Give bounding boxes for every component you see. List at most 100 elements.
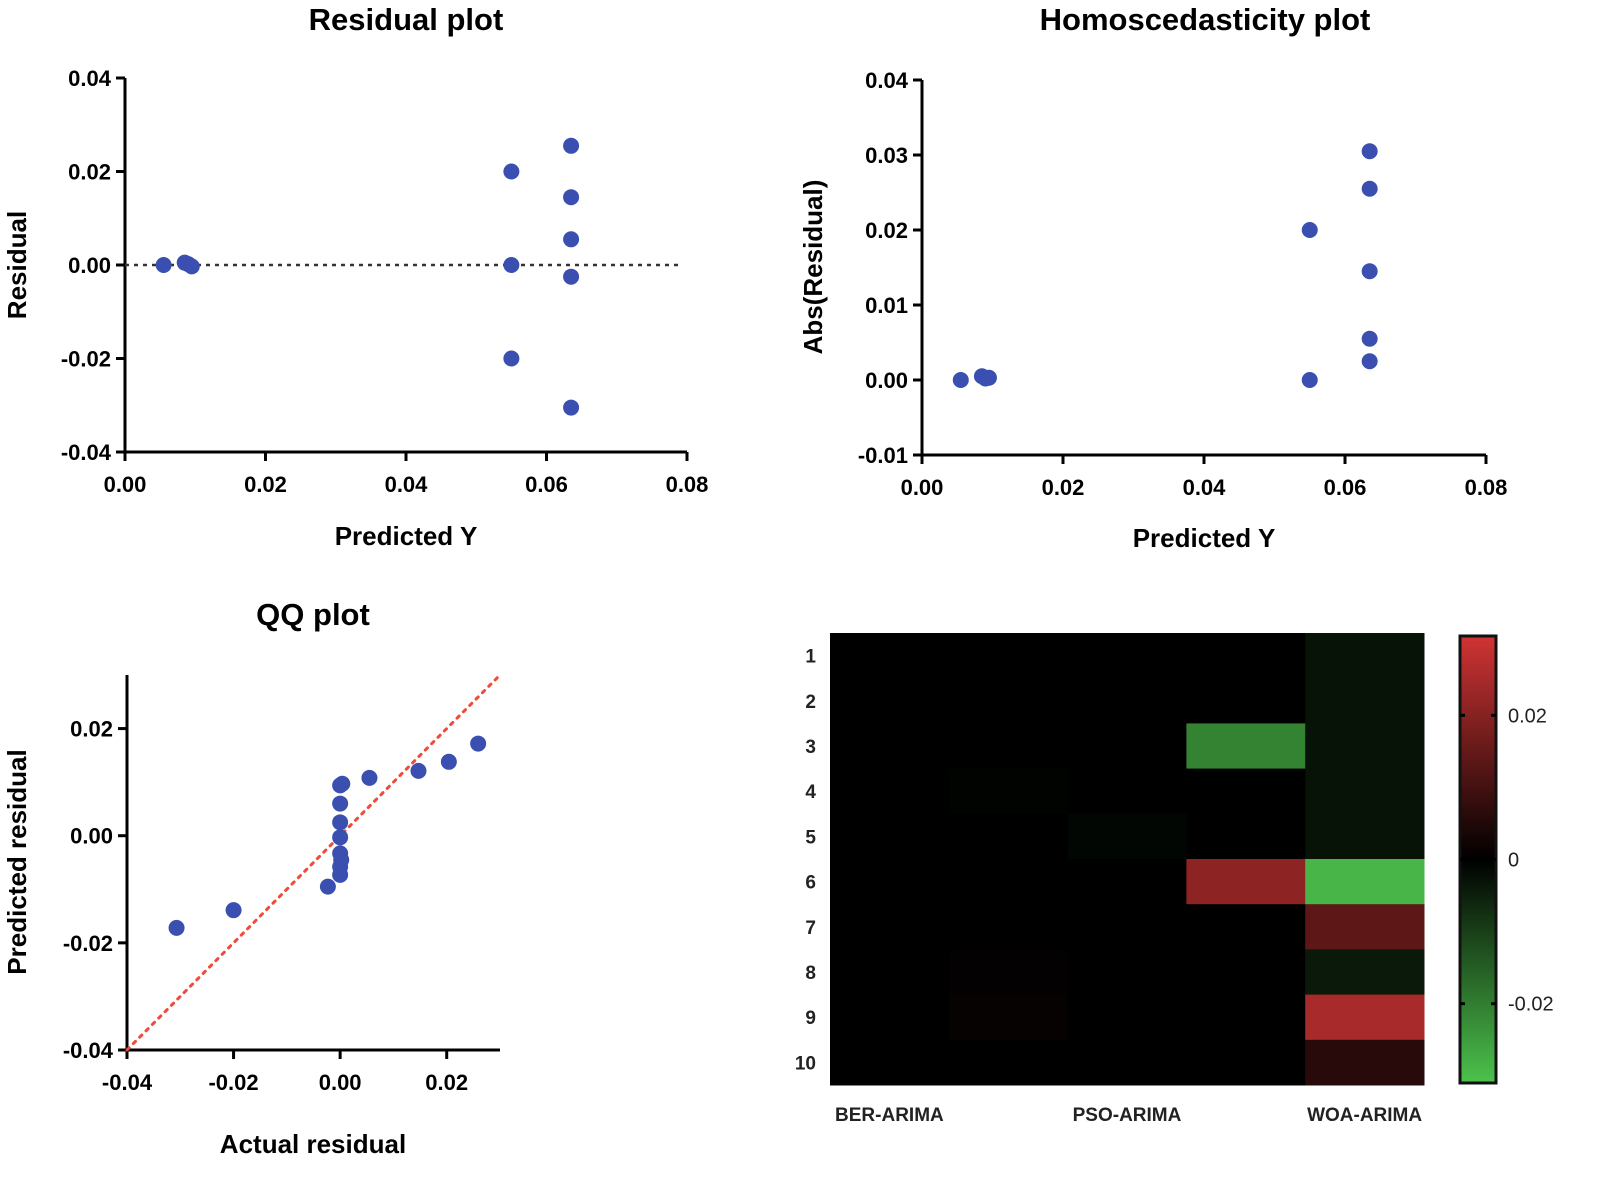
data-point: [332, 814, 349, 831]
residual-plot-ylabel: Residual: [2, 211, 32, 319]
heatmap-cell: [830, 994, 950, 1041]
heatmap-cell: [1186, 768, 1306, 815]
data-point: [168, 919, 185, 936]
y-tick-label: -0.04: [61, 440, 112, 465]
x-tick-label: 0.08: [1465, 475, 1508, 500]
heatmap-cell: [830, 859, 950, 905]
heatmap-column-label: BER-ARIMA: [835, 1105, 944, 1126]
heatmap-cell: [948, 768, 1069, 815]
data-point: [503, 163, 520, 180]
data-point: [1361, 143, 1378, 160]
heatmap-row-label: 9: [805, 1008, 816, 1029]
heatmap-cell: [1067, 904, 1187, 950]
data-point: [332, 845, 349, 862]
data-point: [1301, 222, 1318, 238]
data-point: [361, 769, 378, 786]
x-tick-label: 0.02: [425, 1070, 468, 1095]
data-point: [440, 753, 457, 770]
x-tick-label: 0.06: [1324, 475, 1367, 500]
data-point: [225, 902, 242, 919]
heatmap-cell: [830, 633, 950, 679]
heatmap: 1 2 3 4 5 6 7 8 9 10 BER-ARIMA PSO-ARIMA WOA-ARIMA 0.…: [795, 633, 1554, 1126]
heatmap-cell: [1305, 1039, 1425, 1086]
y-tick-label: 0.00: [865, 368, 908, 393]
data-point: [563, 399, 580, 416]
heatmap-row-label: 4: [805, 782, 816, 803]
data-point: [980, 369, 997, 386]
heatmap-cell: [1305, 723, 1425, 770]
x-tick-label: 0.08: [666, 472, 709, 497]
heatmap-row-label: 6: [805, 873, 816, 894]
heatmap-cell: [1067, 994, 1187, 1041]
y-tick-label: 0.00: [68, 253, 111, 278]
heatmap-row-label: 3: [805, 737, 816, 758]
x-tick-label: 0.02: [1042, 475, 1085, 500]
heatmap-cell: [1186, 904, 1306, 950]
qq-plot-ylabel: Predicted residual: [2, 749, 32, 974]
heatmap-cell: [948, 904, 1069, 950]
heatmap-cell: [1067, 859, 1187, 905]
qq-plot-xlabel: Actual residual: [220, 1129, 406, 1159]
data-point: [155, 257, 172, 273]
heatmap-cell: [1305, 904, 1425, 950]
heatmap-row-label: 5: [805, 827, 816, 848]
heatmap-column-label: PSO-ARIMA: [1073, 1105, 1182, 1126]
y-tick-label: 0.02: [865, 218, 908, 243]
data-point: [563, 189, 580, 206]
y-tick-label: 0.04: [68, 66, 112, 91]
heatmap-cell: [948, 678, 1069, 724]
colorbar: [1458, 634, 1498, 1085]
data-point: [952, 372, 969, 388]
heatmap-cell: [830, 904, 950, 950]
heatmap-cell: [948, 813, 1069, 860]
heatmap-cell: [830, 949, 950, 996]
heatmap-cell: [1067, 1039, 1187, 1086]
heatmap-cell: [830, 813, 950, 860]
x-tick-label: 0.04: [385, 472, 429, 497]
data-point: [332, 795, 349, 812]
data-point: [470, 735, 487, 752]
heatmap-cell: [948, 723, 1069, 770]
data-point: [563, 268, 580, 285]
data-point: [1361, 353, 1378, 370]
y-tick-label: -0.02: [61, 347, 111, 372]
homoscedasticity-plot-ylabel: Abs(Residual): [798, 180, 828, 355]
heatmap-cell: [1067, 723, 1187, 770]
heatmap-row-label: 8: [805, 963, 816, 984]
data-point: [563, 231, 580, 248]
heatmap-cell: [948, 1039, 1069, 1086]
heatmap-cell: [1186, 813, 1306, 860]
x-tick-label: -0.04: [102, 1070, 153, 1095]
y-tick-label: 0.02: [70, 717, 113, 742]
data-point: [563, 137, 580, 154]
homoscedasticity-plot: Homoscedasticity plot Predicted Y Abs(Re…: [798, 2, 1507, 553]
qq-plot-title: QQ plot: [256, 597, 370, 632]
data-point: [1361, 330, 1378, 347]
data-point: [1361, 263, 1378, 280]
x-tick-label: 0.00: [104, 472, 147, 497]
heatmap-cell: [1305, 768, 1425, 815]
colorbar-tick-label: 0: [1508, 850, 1519, 872]
heatmap-cell: [1067, 678, 1187, 724]
heatmap-cell: [1305, 813, 1425, 860]
x-tick-label: -0.02: [208, 1070, 258, 1095]
reference-line: [125, 673, 502, 1052]
heatmap-row-label: 2: [805, 692, 816, 713]
data-point: [183, 258, 200, 275]
heatmap-cell: [830, 723, 950, 770]
heatmap-cell: [1305, 859, 1425, 905]
heatmap-cell: [948, 633, 1069, 679]
residual-plot-xlabel: Predicted Y: [335, 521, 478, 551]
heatmap-cell: [948, 949, 1069, 996]
y-tick-label: 0.04: [865, 68, 909, 93]
colorbar-tick-label: -0.02: [1508, 994, 1554, 1016]
x-tick-label: 0.04: [1183, 475, 1227, 500]
heatmap-cell: [1186, 994, 1306, 1041]
heatmap-cell: [1186, 949, 1306, 996]
heatmap-cell: [1186, 633, 1306, 679]
y-tick-label: 0.01: [865, 293, 908, 318]
heatmap-cell: [1186, 1039, 1306, 1086]
heatmap-cell: [1186, 678, 1306, 724]
homoscedasticity-plot-title: Homoscedasticity plot: [1040, 2, 1371, 37]
